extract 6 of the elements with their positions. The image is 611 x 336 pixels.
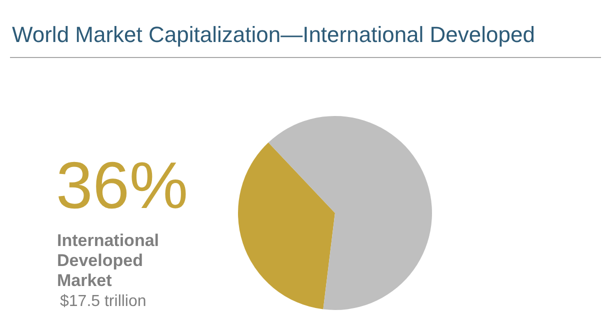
pie-slice — [268, 116, 432, 310]
slice-label: International Developed Market — [57, 231, 160, 291]
data-label: 36% — [56, 148, 188, 222]
text: $17.5 trillion — [60, 293, 146, 311]
pie-slice — [238, 142, 335, 310]
chart-title: World Market Capitalization—International Developed — [12, 22, 535, 48]
